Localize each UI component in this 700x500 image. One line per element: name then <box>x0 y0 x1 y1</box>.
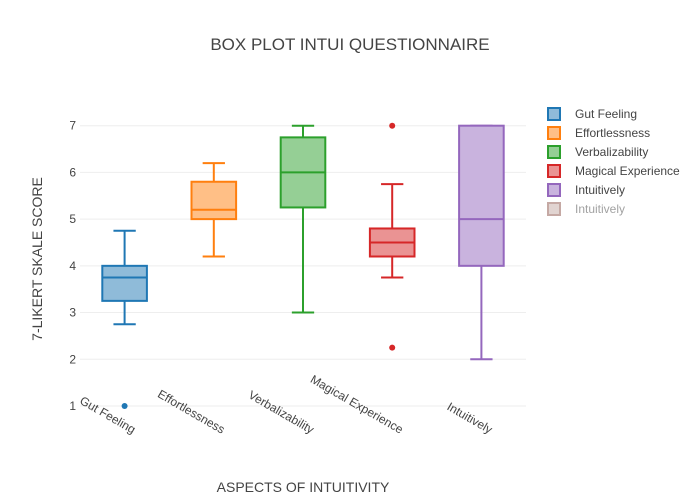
x-tick-label-1: Effortlessness <box>155 387 227 437</box>
x-tick-label-3: Magical Experience <box>308 372 406 437</box>
legend-label: Intuitively <box>575 183 625 197</box>
y-tick-label-2: 2 <box>69 352 76 366</box>
outlier-point <box>389 122 396 129</box>
x-tick-label-2: Verbalizability <box>246 388 317 437</box>
box-0 <box>101 229 148 409</box>
y-tick-label-1: 1 <box>69 399 76 413</box>
legend-swatch <box>547 145 561 159</box>
x-axis-title: ASPECTS OF INTUITIVITY <box>217 479 390 495</box>
box-4 <box>458 124 505 361</box>
box-3 <box>368 122 416 351</box>
legend-swatch <box>547 107 561 121</box>
legend-item-2: Verbalizability <box>547 145 648 159</box>
y-tick-label-7: 7 <box>69 119 76 133</box>
box-iqr <box>190 180 238 221</box>
legend-item-4: Intuitively <box>547 183 625 197</box>
legend-label: Gut Feeling <box>575 107 637 121</box>
legend-label: Effortlessness <box>575 126 650 140</box>
legend-label: Intuitively <box>575 202 625 216</box>
legend: Gut Feeling Effortlessness Verbalizability… <box>547 107 680 216</box>
plot-area <box>101 122 505 409</box>
y-tick-label-4: 4 <box>69 259 76 273</box>
box-iqr <box>101 264 148 302</box>
legend-label: Verbalizability <box>575 145 648 159</box>
outlier-point <box>389 344 396 351</box>
box-2 <box>279 124 327 314</box>
legend-item-3: Magical Experience <box>547 164 680 178</box>
x-axis: Gut Feeling Effortlessness Verbalizability… <box>77 372 495 437</box>
legend-label: Magical Experience <box>575 164 680 178</box>
legend-item-5: Intuitively <box>547 202 625 216</box>
outlier-point <box>121 402 128 409</box>
legend-item-0: Gut Feeling <box>547 107 637 121</box>
x-tick-label-0: Gut Feeling <box>77 393 138 436</box>
legend-swatch <box>547 126 561 140</box>
box-iqr <box>458 124 505 267</box>
legend-swatch <box>547 164 561 178</box>
legend-item-1: Effortlessness <box>547 126 650 140</box>
y-tick-label-5: 5 <box>69 212 76 226</box>
y-tick-label-3: 3 <box>69 306 76 320</box>
box-1 <box>190 162 238 258</box>
legend-swatch <box>547 202 561 216</box>
y-axis: 1 2 3 4 5 6 7 <box>69 119 76 413</box>
legend-swatch <box>547 183 561 197</box>
y-tick-label-6: 6 <box>69 165 76 179</box>
x-tick-label-4: Intuitively <box>445 399 495 436</box>
chart-title: BOX PLOT INTUI QUESTIONNAIRE <box>210 35 489 54</box>
y-axis-title: 7-LIKERT SKALE SCORE <box>29 177 45 341</box>
